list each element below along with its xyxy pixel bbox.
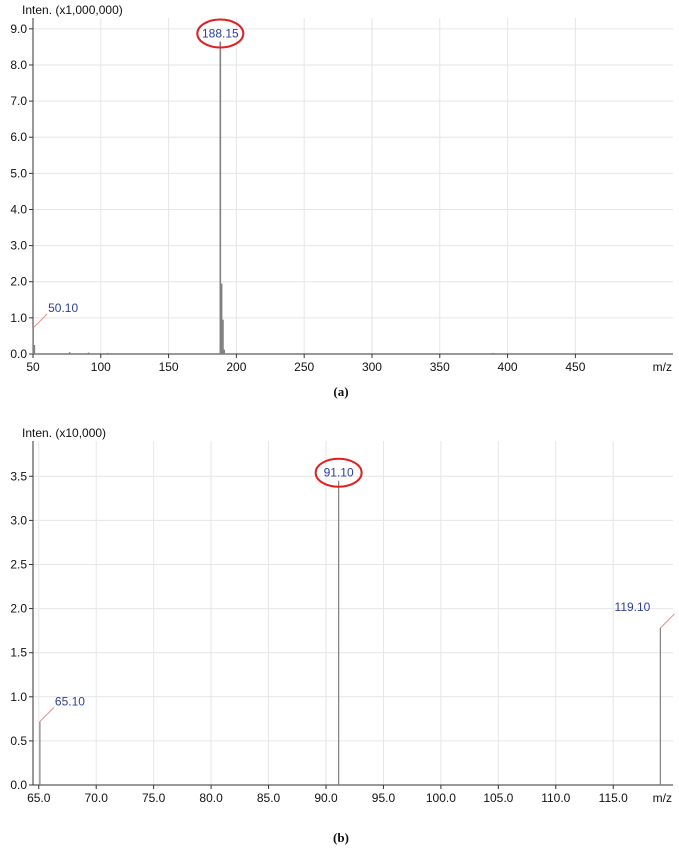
y-axis-label: Inten. (x10,000) [22,426,106,440]
x-tick-label: 70.0 [85,791,109,805]
y-tick-label: 2.0 [10,602,27,616]
x-axis-label: m/z [653,360,672,374]
y-tick-label: 0.0 [10,347,27,361]
peak-label: 188.15 [202,26,239,40]
x-tick-label: 100 [91,360,111,374]
x-tick-label: 450 [565,360,585,374]
x-tick-label: 80.0 [199,791,223,805]
peak-label: 91.10 [324,466,354,480]
y-axis-label: Inten. (x1,000,000) [22,3,123,17]
y-tick-label: 1.0 [10,690,27,704]
chart-a: 0.0 1.0 2.0 3.0 4.0 5.0 6.0 7.0 8.0 9.0 50 100 150 20… [10,3,673,399]
y-tick-label: 2.0 [10,275,27,289]
x-tick-label: 115.0 [599,791,628,805]
peak-label-leader [660,613,675,629]
y-tick-label: 5.0 [10,166,27,180]
y-tick-label: 4.0 [10,202,27,216]
x-tick-label: 85.0 [257,791,281,805]
x-tick-label: 105.0 [483,791,513,805]
x-tick-label: 90.0 [314,791,338,805]
y-tick-label: 3.0 [10,513,27,527]
y-tick-label: 0.5 [10,734,27,748]
x-tick-label: 100.0 [426,791,456,805]
x-tick-label: 65.0 [27,791,51,805]
y-tick-label: 0.0 [10,778,27,792]
highlight-circle [196,18,245,49]
chart-caption: (b) [333,830,349,845]
chart-caption: (a) [333,384,348,399]
x-axis-label: m/z [653,791,672,805]
highlight-circle [314,457,363,488]
x-tick-label: 400 [498,360,518,374]
x-tick-label: 110.0 [541,791,570,805]
peak-label-leader [39,707,55,722]
y-tick-label: 2.5 [10,557,27,571]
y-tick-label: 1.5 [10,646,27,660]
x-tick-label: 350 [430,360,450,374]
peak-label: 119.10 [615,600,651,614]
x-tick-label: 200 [226,360,246,374]
y-tick-label: 9.0 [10,22,27,36]
x-tick-label: 300 [362,360,382,374]
peak-label: 65.10 [55,694,85,708]
x-tick-label: 75.0 [142,791,166,805]
x-tick-label: 95.0 [372,791,396,805]
x-tick-label: 50 [26,360,40,374]
peak-label-leader [32,313,48,329]
y-tick-label: 3.0 [10,239,27,253]
x-tick-label: 150 [159,360,179,374]
y-tick-label: 1.0 [10,311,27,325]
y-tick-label: 8.0 [10,58,27,72]
chart-b: 0.0 0.5 1.0 1.5 2.0 2.5 3.0 3.5 65.0 70.0 75.0 80.0… [10,426,675,845]
y-tick-label: 7.0 [10,94,27,108]
y-tick-label: 3.5 [10,469,27,483]
y-tick-label: 6.0 [10,130,27,144]
x-tick-label: 250 [294,360,314,374]
peak-label: 50.10 [48,301,78,315]
